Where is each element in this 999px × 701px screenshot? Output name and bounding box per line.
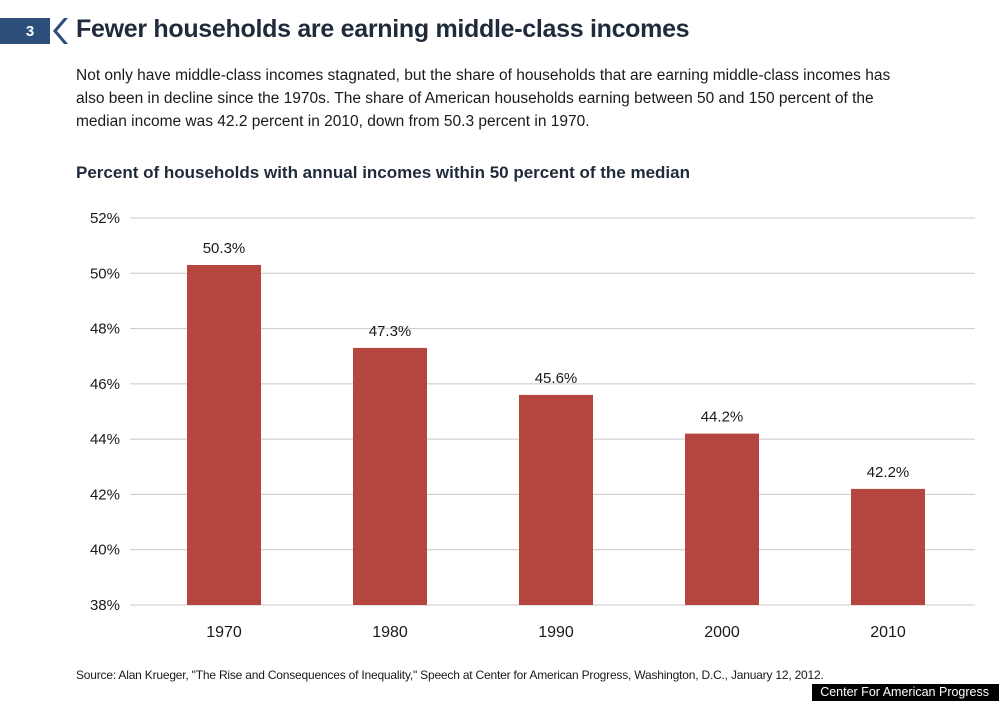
bar-2010 [851,488,925,605]
y-tick-label: 50% [90,265,120,282]
y-tick-label: 46% [90,376,120,393]
bar-2000 [685,433,759,605]
description: Not only have middle-class incomes stagn… [76,67,891,130]
x-tick-label: 1970 [206,624,242,641]
y-tick-label: 52% [90,210,120,227]
value-label: 45.6% [535,370,578,387]
y-tick-label: 44% [90,431,120,448]
chart-number-badge: 3 [0,18,50,44]
value-label: 50.3% [203,240,246,257]
chart-labels: 38% 40% 42% 44% 46% 48% 50% 52% 50.3% 1970 47.3% 19… [90,210,909,641]
value-label: 44.2% [701,409,744,426]
x-tick-label: 1980 [372,624,408,641]
page-title: Fewer households are earning middle-clas… [76,15,690,43]
x-tick-label: 1990 [538,624,574,641]
bar-1970 [187,264,261,605]
bar-1980 [353,347,427,605]
y-tick-label: 48% [90,321,120,338]
chevron-left-icon [53,18,68,44]
credit-badge: Center For American Progress [812,684,999,701]
bar-1990 [519,394,593,605]
badge-number: 3 [25,22,35,40]
x-tick-label: 2000 [704,624,740,641]
chart-bars [187,264,925,605]
chart-title: Percent of households with annual income… [76,163,690,182]
y-tick-label: 38% [90,597,120,614]
y-tick-label: 42% [90,486,120,503]
source-note: Source: Alan Krueger, "The Rise and Cons… [76,668,824,682]
value-label: 42.2% [867,464,910,481]
x-tick-label: 2010 [870,624,906,641]
value-label: 47.3% [369,323,412,340]
y-tick-label: 40% [90,542,120,559]
bar-chart: 38% 40% 42% 44% 46% 48% 50% 52% 50.3% 1970 47.3% 19… [90,210,975,641]
